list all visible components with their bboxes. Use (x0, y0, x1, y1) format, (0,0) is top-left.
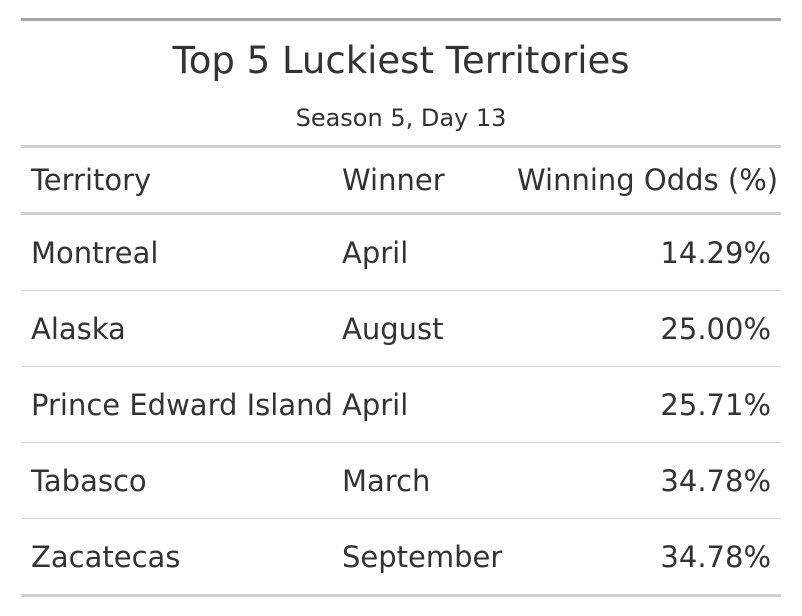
winner-cell: September (332, 518, 507, 597)
table-row: Prince Edward Island April 25.71% (21, 366, 781, 443)
table-row: Montreal April 14.29% (21, 213, 781, 291)
territory-cell: Prince Edward Island (21, 366, 333, 443)
winner-cell: March (332, 442, 507, 519)
header-rule (21, 145, 781, 148)
odds-cell: 34.78% (507, 518, 781, 597)
winner-cell: April (332, 366, 507, 443)
winner-cell: April (332, 213, 507, 291)
winner-cell: August (332, 290, 507, 367)
table-title: Top 5 Luckiest Territories (172, 39, 630, 82)
column-header-territory: Territory (21, 148, 332, 215)
data-table: Territory Winner Winning Odds (%) Montre… (21, 148, 781, 597)
column-header-winner: Winner (332, 148, 507, 215)
territory-cell: Zacatecas (21, 518, 332, 597)
odds-cell: 25.71% (507, 366, 781, 443)
odds-cell: 25.00% (507, 290, 781, 367)
table-subtitle: Season 5, Day 13 (295, 104, 507, 132)
column-header-winning-odds: Winning Odds (%) (507, 148, 781, 215)
luckiest-territories-table: Top 5 Luckiest Territories Season 5, Day… (21, 18, 781, 597)
table-row: Zacatecas September 34.78% (21, 518, 781, 597)
territory-cell: Montreal (21, 213, 332, 291)
territory-cell: Tabasco (21, 442, 332, 519)
header-row: Territory Winner Winning Odds (%) (21, 148, 781, 215)
top-rule (21, 18, 781, 21)
table-row: Tabasco March 34.78% (21, 442, 781, 519)
odds-cell: 14.29% (507, 213, 781, 291)
odds-cell: 34.78% (507, 442, 781, 519)
table-row: Alaska August 25.00% (21, 290, 781, 367)
territory-cell: Alaska (21, 290, 332, 367)
